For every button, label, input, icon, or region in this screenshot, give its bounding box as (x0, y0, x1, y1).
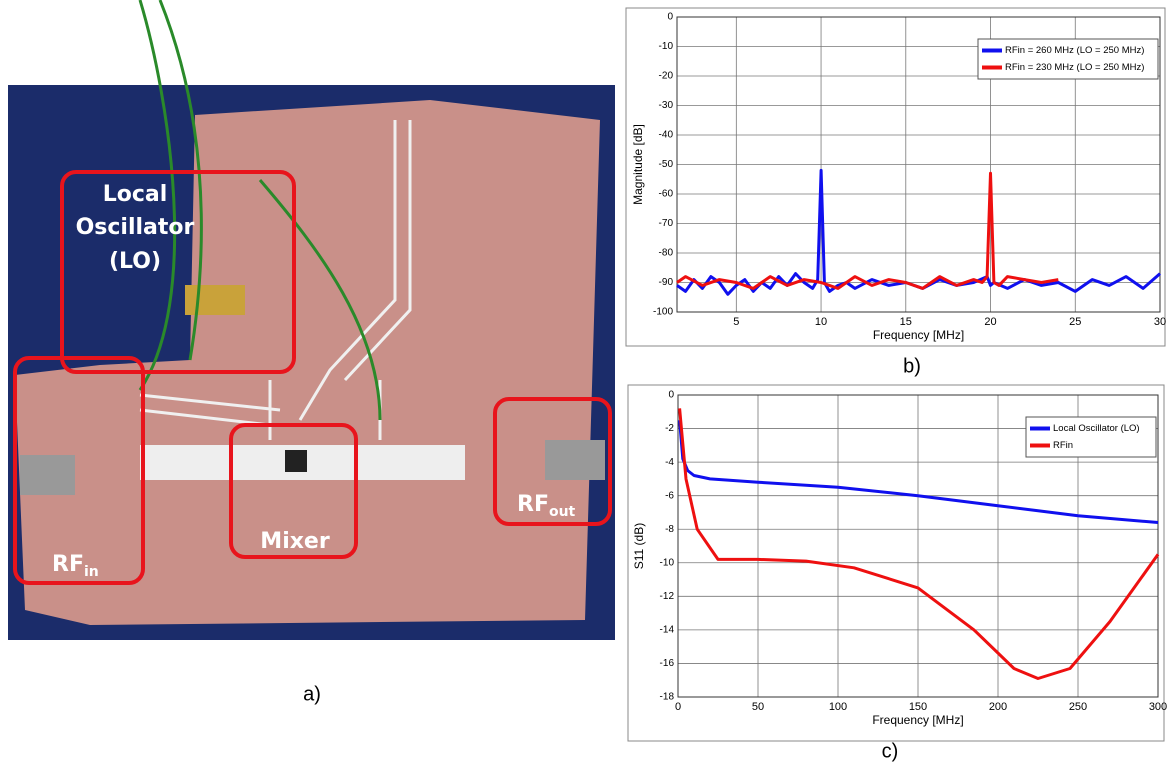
caption: c) (882, 740, 899, 762)
y-tick-label: -2 (665, 423, 674, 434)
x-tick-label: 50 (752, 701, 764, 713)
label-main: RF (52, 552, 84, 577)
photo-label: RFout (517, 492, 576, 520)
wires (138, 0, 382, 421)
caption: b) (903, 355, 921, 377)
highlight-box (60, 170, 296, 374)
y-tick-label: 0 (668, 390, 674, 401)
plot-area (676, 16, 1161, 313)
connector (185, 285, 245, 315)
y-tick-label: -100 (653, 307, 673, 318)
caption: a) (303, 683, 321, 705)
x-tick-label: 5 (733, 316, 739, 328)
photo-label: (LO) (109, 249, 161, 274)
photo-label: Oscillator (76, 215, 195, 240)
y-tick-label: -50 (659, 159, 674, 170)
highlight-box (13, 356, 145, 585)
connector (20, 455, 75, 495)
photo-label: RFin (52, 552, 99, 580)
copper-board (15, 100, 600, 625)
photo-label: Local (103, 182, 168, 207)
legend-label: RFin = 230 MHz (LO = 250 MHz) (1005, 62, 1144, 73)
y-tick-label: -14 (660, 625, 675, 636)
y-tick-label: -30 (659, 100, 674, 111)
x-tick-label: 10 (815, 316, 827, 328)
y-tick-label: -8 (665, 524, 674, 535)
legend-label: RFin = 260 MHz (LO = 250 MHz) (1005, 45, 1144, 56)
label-sub: out (549, 504, 576, 520)
label-main: RF (517, 492, 549, 517)
y-tick-label: -80 (659, 248, 674, 259)
y-axis-label: S11 (dB) (632, 523, 646, 569)
y-tick-label: -10 (659, 41, 674, 52)
legend-label: Local Oscillator (LO) (1053, 423, 1140, 434)
y-tick-label: -60 (659, 189, 674, 200)
connector (545, 440, 605, 480)
y-tick-label: -40 (659, 130, 674, 141)
photo-label: Mixer (260, 529, 330, 554)
x-tick-label: 300 (1149, 701, 1167, 713)
y-axis-label: Magnitude [dB] (631, 124, 645, 205)
legend-box (977, 38, 1159, 80)
y-tick-label: -10 (660, 557, 675, 568)
data-line (676, 171, 1059, 290)
highlight-box (493, 397, 612, 526)
x-tick-label: 200 (989, 701, 1007, 713)
y-tick-label: -12 (660, 591, 675, 602)
x-axis-label: Frequency [MHz] (872, 713, 963, 727)
x-tick-label: 250 (1069, 701, 1087, 713)
plot-area (677, 394, 1159, 698)
x-tick-label: 25 (1069, 316, 1081, 328)
y-tick-label: -16 (660, 658, 675, 669)
y-tick-label: -90 (659, 277, 674, 288)
label-sub: in (84, 564, 99, 580)
x-tick-label: 15 (900, 316, 912, 328)
x-tick-label: 150 (909, 701, 927, 713)
photo: Local Oscillator (LO) Mixer RFin RFout (8, 0, 615, 640)
y-tick-label: -4 (665, 457, 674, 468)
x-axis-label: Frequency [MHz] (873, 328, 964, 342)
x-tick-label: 20 (984, 316, 996, 328)
highlight-box (229, 423, 358, 559)
legend-box (1025, 416, 1157, 458)
y-tick-label: -6 (665, 490, 674, 501)
x-tick-label: 30 (1154, 316, 1166, 328)
legend-label: RFin (1053, 440, 1073, 451)
y-tick-label: -18 (660, 692, 675, 703)
data-line (678, 408, 1160, 680)
x-tick-label: 100 (829, 701, 847, 713)
y-tick-label: -20 (659, 71, 674, 82)
chip (285, 450, 307, 472)
y-tick-label: -70 (659, 218, 674, 229)
x-tick-label: 0 (675, 701, 681, 713)
y-tick-label: 0 (667, 12, 673, 23)
